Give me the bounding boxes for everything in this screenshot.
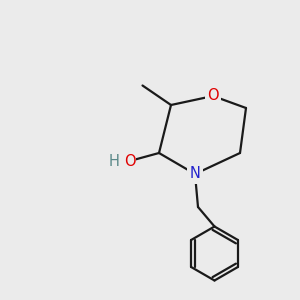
Text: O: O [124,154,136,169]
Text: H: H [109,154,120,169]
Text: O: O [207,88,219,104]
Text: N: N [190,167,200,182]
